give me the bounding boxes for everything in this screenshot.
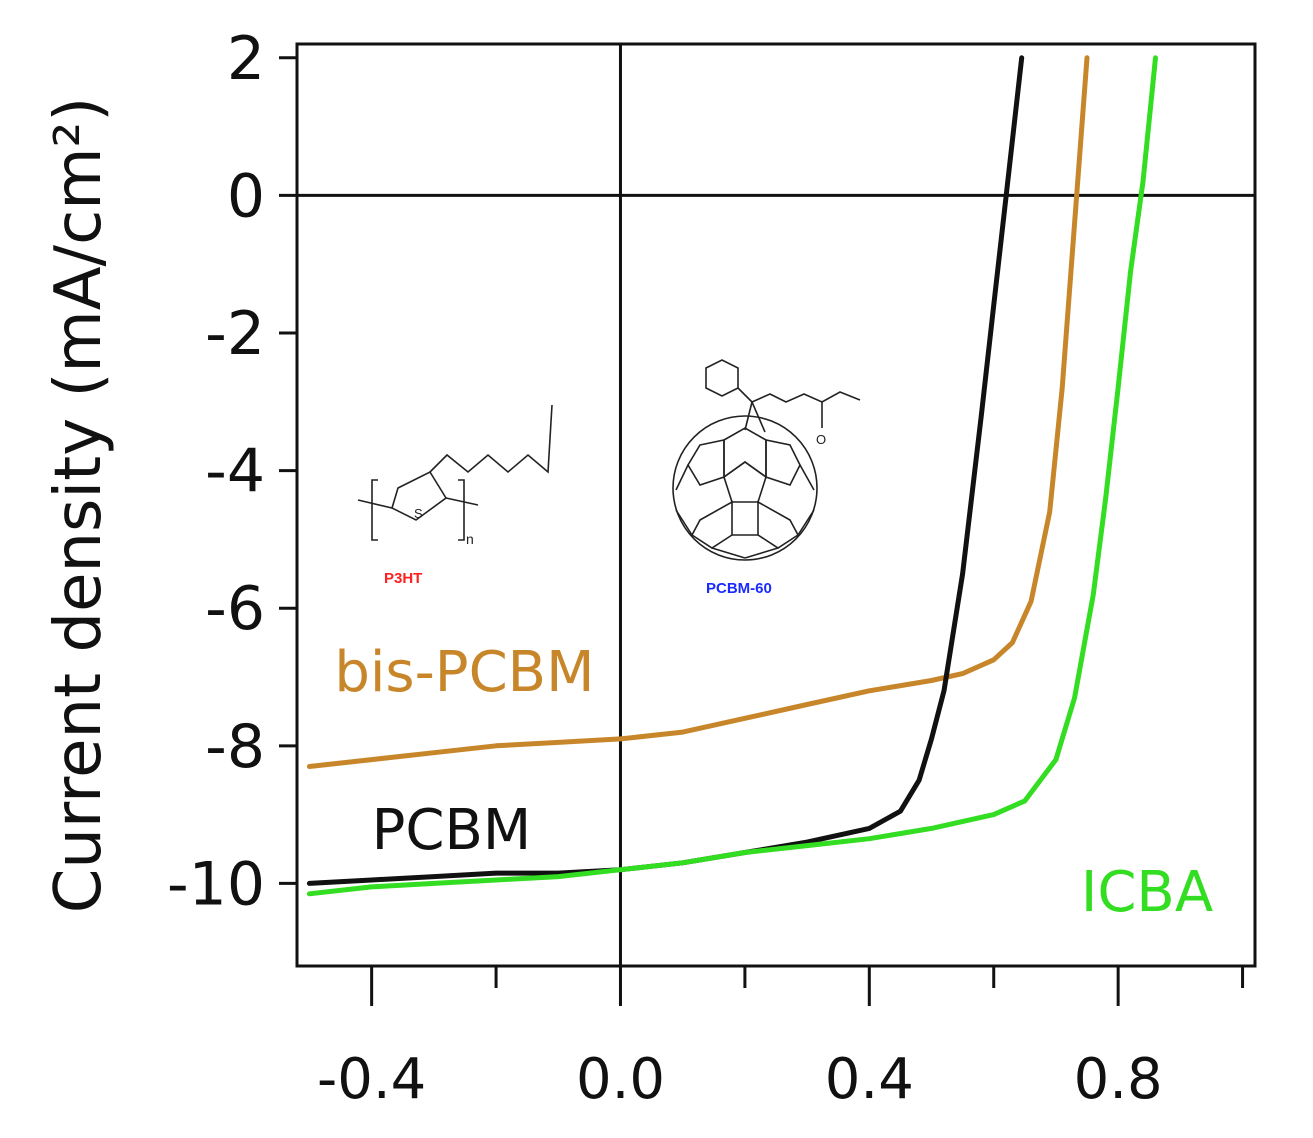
y-tick-label-1: 0 [227, 161, 265, 231]
series-label-pcbm: PCBM [372, 798, 532, 863]
axes: 2 0 -2 -4 -6 -8 -10 -0.4 0.0 0.4 0.8 [167, 24, 1257, 1112]
y-tick-label-4: -6 [205, 574, 265, 644]
plot-frame [295, 42, 1257, 968]
pcbm-phenyl-ring [705, 359, 739, 397]
pcbm-carbonyl-oxygen: O [816, 432, 826, 447]
pcbm-fullerene-cage [672, 415, 818, 561]
pcbm-fullerene-faces [675, 427, 815, 559]
p3ht-subscript-n: n [466, 531, 474, 547]
y-tick-label-3: -4 [205, 437, 265, 507]
y-tick-label-2: -2 [205, 299, 265, 369]
x-tick-label-3: 0.8 [1074, 1047, 1163, 1112]
p3ht-right-bracket [458, 479, 465, 541]
y-tick-label-6: -10 [167, 849, 265, 919]
p3ht-left-bracket [371, 479, 378, 541]
y-tick-label-0: 2 [227, 24, 265, 94]
series-line-icba [306, 55, 1158, 897]
y-tick-label-5: -8 [205, 712, 265, 782]
x-tick-label-2: 0.4 [825, 1047, 914, 1112]
series-line-bis-pcbm [306, 55, 1090, 769]
series-labels: bis-PCBM PCBM ICBA [334, 640, 1213, 925]
series-line-pcbm [306, 55, 1025, 886]
series-label-icba: ICBA [1081, 860, 1213, 925]
p3ht-hexyl-chain [429, 404, 553, 474]
series-label-bis-pcbm: bis-PCBM [334, 640, 594, 705]
x-tick-label-1: 0.0 [576, 1047, 665, 1112]
pcbm60-label: PCBM-60 [706, 580, 772, 597]
series-lines [306, 55, 1158, 897]
pcbm60-structure: O PCBM-60 [672, 359, 861, 597]
p3ht-sulfur-atom: S [414, 506, 423, 521]
pcbm-butyrate-chain [751, 391, 861, 403]
p3ht-label: P3HT [384, 570, 422, 587]
p3ht-thiophene-ring [391, 470, 448, 521]
p3ht-structure: S n P3HT [357, 404, 553, 587]
x-tick-label-0: -0.4 [317, 1047, 426, 1112]
y-axis-label: Current density (mA/cm²) [42, 97, 116, 914]
